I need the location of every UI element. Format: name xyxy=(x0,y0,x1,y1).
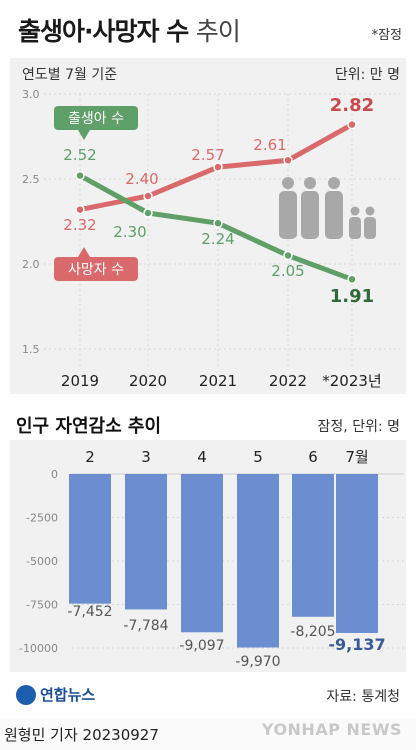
x-tick-label: 2020 xyxy=(129,372,167,390)
y-tick-label: 0 xyxy=(51,468,58,481)
births-data-label: 2.52 xyxy=(63,146,96,164)
footer-bar xyxy=(0,718,416,750)
births-data-label: 2.05 xyxy=(271,262,304,280)
bar-data-label: -9,097 xyxy=(179,638,224,654)
page-title: 출생아·사망자 수 추이 xyxy=(18,12,241,48)
y-tick-label: -7500 xyxy=(26,599,58,612)
people-family-icon xyxy=(279,177,376,239)
deaths-point xyxy=(143,191,153,201)
reporter-credit: 원형민 기자 20230927 xyxy=(4,726,159,744)
yonhap-logo-icon xyxy=(16,684,36,705)
deaths-legend-label: 사망자 수 xyxy=(68,262,124,278)
y-tick-label: 2.5 xyxy=(22,173,40,186)
watermark: YONHAP NEWS xyxy=(261,720,402,739)
births-point xyxy=(283,250,293,261)
y-tick-label: -5000 xyxy=(26,555,58,568)
bar-data-label: -8,205 xyxy=(290,624,335,640)
births-data-label: 1.91 xyxy=(330,286,374,307)
births-legend-pointer xyxy=(78,130,90,140)
deaths-legend-pointer xyxy=(78,247,90,257)
deaths-point xyxy=(347,119,357,130)
births-data-label: 2.30 xyxy=(113,223,146,241)
provisional-note: *잠정 xyxy=(371,28,402,43)
bar-data-label: -7,452 xyxy=(67,604,112,620)
deaths-data-label: 2.82 xyxy=(330,95,374,116)
bar xyxy=(69,474,111,604)
bar xyxy=(181,474,223,633)
x-tick-label: 4 xyxy=(197,448,207,466)
person-body xyxy=(364,217,376,239)
births-point xyxy=(75,170,85,181)
y-tick-label: 3.0 xyxy=(22,88,40,101)
person-body xyxy=(325,191,343,239)
title-main: 출생아·사망자 수 xyxy=(18,17,189,46)
person-body xyxy=(279,191,297,239)
x-tick-label: 7월 xyxy=(345,448,368,466)
bar-data-label: -9,970 xyxy=(235,654,280,670)
line-chart-unit: 단위: 만 명 xyxy=(334,67,400,83)
person-body xyxy=(349,217,361,239)
x-tick-label: 5 xyxy=(253,448,263,466)
births-point xyxy=(213,218,223,228)
x-tick-label: 2 xyxy=(85,448,95,466)
bar xyxy=(125,474,167,610)
births-point xyxy=(143,208,153,218)
births-legend-box xyxy=(54,106,138,130)
title-sub: 추이 xyxy=(195,17,241,46)
x-tick-label: 3 xyxy=(141,448,151,466)
deaths-point xyxy=(283,155,293,166)
bar-chart-title: 인구 자연감소 추이 xyxy=(16,416,162,437)
births-data-label: 2.24 xyxy=(201,230,234,248)
deaths-data-label: 2.40 xyxy=(125,170,158,188)
y-tick-label: 2.0 xyxy=(22,258,40,271)
logo-text: 연합뉴스 xyxy=(40,686,96,704)
x-tick-label: *2023년 xyxy=(322,372,381,390)
deaths-data-label: 2.32 xyxy=(63,216,96,234)
bar xyxy=(237,474,279,648)
deaths-point xyxy=(213,162,223,172)
y-tick-label: 1.5 xyxy=(22,343,40,356)
deaths-data-label: 2.57 xyxy=(191,146,224,164)
line-chart-subtitle: 연도별 7월 기준 xyxy=(22,67,118,83)
person-body xyxy=(301,191,319,239)
x-tick-label: 2021 xyxy=(199,372,237,390)
x-tick-label: 2019 xyxy=(61,372,99,390)
person-head xyxy=(328,177,340,189)
x-tick-label: 6 xyxy=(308,448,318,466)
y-tick-label: -2500 xyxy=(26,512,58,525)
person-head xyxy=(365,206,375,216)
bar-chart-unit: 잠정, 단위: 명 xyxy=(317,419,400,435)
deaths-legend-box xyxy=(54,257,138,281)
births-legend-label: 출생아 수 xyxy=(68,111,124,127)
person-head xyxy=(304,177,316,189)
person-head xyxy=(282,177,294,189)
bar-data-label: -9,137 xyxy=(328,635,385,654)
yonhap-logo: 연합뉴스 xyxy=(16,684,95,705)
bar-data-label: -7,784 xyxy=(123,618,168,634)
deaths-point xyxy=(75,204,85,215)
bar xyxy=(336,474,378,633)
births-point xyxy=(347,274,357,285)
x-tick-label: 2022 xyxy=(269,372,307,390)
source-label: 자료: 통계청 xyxy=(326,689,400,705)
deaths-data-label: 2.61 xyxy=(253,136,286,154)
y-tick-label: -10000 xyxy=(19,642,58,655)
bar xyxy=(292,474,334,617)
person-head xyxy=(350,206,360,216)
